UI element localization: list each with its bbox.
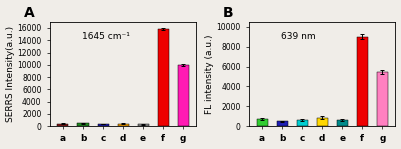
- Bar: [297, 120, 308, 126]
- Y-axis label: SERRS Intensity(a.u.): SERRS Intensity(a.u.): [6, 26, 14, 122]
- Text: B: B: [223, 6, 233, 20]
- Bar: [337, 120, 348, 126]
- Bar: [77, 124, 89, 126]
- Bar: [138, 124, 149, 126]
- Bar: [357, 37, 368, 126]
- Bar: [377, 72, 388, 126]
- Bar: [158, 29, 169, 126]
- Text: A: A: [24, 6, 34, 20]
- Text: 1645 cm⁻¹: 1645 cm⁻¹: [82, 32, 130, 41]
- Bar: [57, 124, 69, 126]
- Bar: [317, 118, 328, 126]
- Bar: [257, 119, 267, 126]
- Bar: [117, 124, 129, 126]
- Bar: [97, 124, 109, 126]
- Bar: [178, 65, 189, 126]
- Bar: [277, 121, 288, 126]
- Text: 639 nm: 639 nm: [281, 32, 316, 41]
- Y-axis label: FL intensity (a.u.): FL intensity (a.u.): [205, 34, 214, 114]
